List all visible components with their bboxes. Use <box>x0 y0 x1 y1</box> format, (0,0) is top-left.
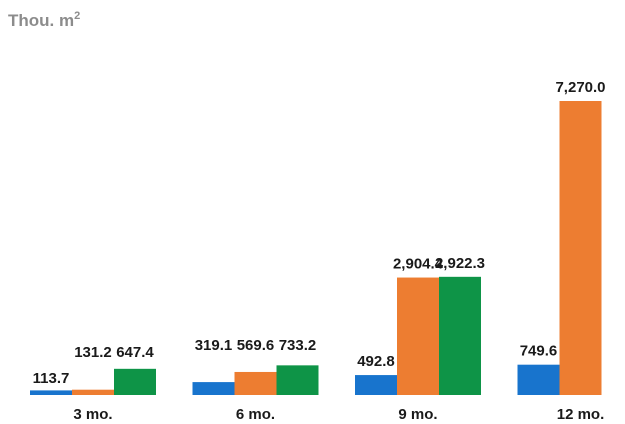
value-label-4-1: 749.6 <box>520 343 558 360</box>
category-labels-group: 3 mo. 6 mo. 9 mo. 12 mo. <box>73 406 604 423</box>
y-unit-label: Thou. m2 <box>8 10 80 30</box>
category-label-1: 3 mo. <box>73 406 112 423</box>
value-label-3-3: 2,922.3 <box>435 255 485 272</box>
category-label-3: 9 mo. <box>398 406 437 423</box>
category-label-4: 12 mo. <box>557 406 605 423</box>
value-label-2-2: 569.6 <box>237 337 275 354</box>
bar-1-1 <box>30 390 72 395</box>
category-label-2: 6 mo. <box>236 406 275 423</box>
bar-1-2 <box>72 389 114 395</box>
bar-2-3 <box>276 365 319 395</box>
bars-group <box>30 101 602 395</box>
bar-4-2 <box>559 101 602 395</box>
value-label-4-2: 7,270.0 <box>555 79 605 96</box>
value-label-1-3: 647.4 <box>116 344 154 361</box>
bar-3-1 <box>355 375 397 395</box>
bar-3-3 <box>439 276 481 395</box>
bar-2-1 <box>192 382 235 395</box>
value-label-2-1: 319.1 <box>195 337 233 354</box>
bar-2-2 <box>234 371 277 395</box>
value-label-3-2: 2,904.4 <box>393 256 444 273</box>
bar-1-3 <box>114 368 156 395</box>
bar-4-1 <box>517 364 560 395</box>
value-label-2-3: 733.2 <box>279 337 317 354</box>
value-label-1-2: 131.2 <box>74 344 112 361</box>
value-label-3-1: 492.8 <box>357 353 395 370</box>
value-label-1-1: 113.7 <box>33 370 70 387</box>
bar-3-2 <box>397 277 439 395</box>
